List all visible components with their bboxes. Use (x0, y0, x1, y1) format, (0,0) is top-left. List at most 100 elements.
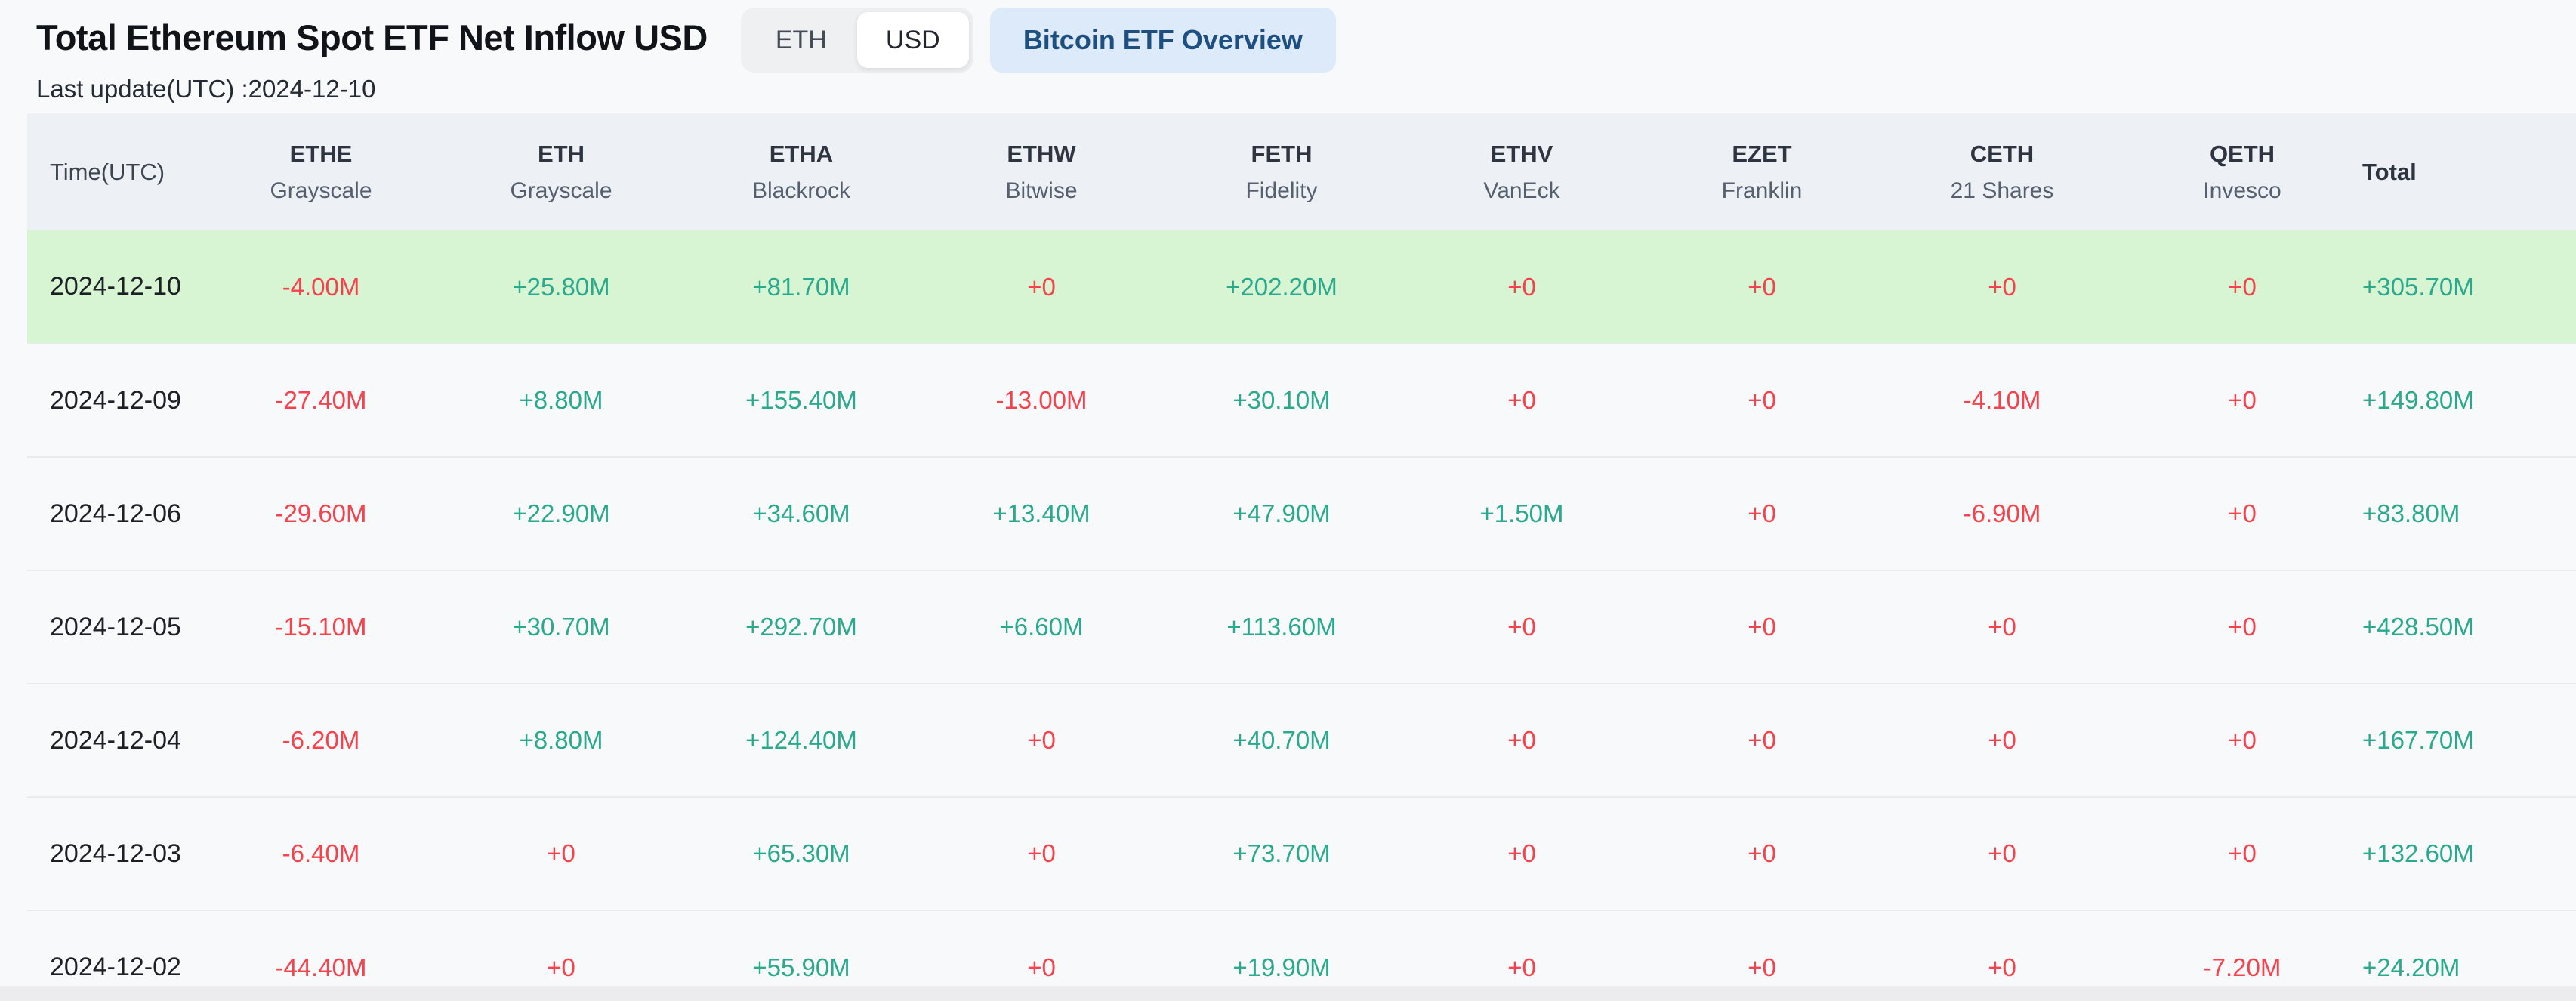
table-row: 2024-12-04 -6.20M +8.80M +124.40M +0 +40.70M +… (27, 684, 2576, 797)
ticker-symbol: ETH (538, 140, 585, 167)
ticker-symbol: ETHA (769, 140, 834, 167)
row-total: +149.80M (2362, 386, 2474, 414)
flow-value: +124.40M (745, 726, 857, 754)
flow-value: +8.80M (519, 726, 603, 754)
ticker-symbol: EZET (1732, 140, 1792, 167)
row-total: +428.50M (2362, 613, 2474, 641)
flow-value: +0 (1507, 613, 1536, 641)
ticker-symbol: ETHW (1007, 140, 1076, 167)
topbar: Total Ethereum Spot ETF Net Inflow USD E… (0, 0, 2576, 73)
issuer-name: Grayscale (270, 178, 372, 203)
flow-value: +0 (1748, 272, 1776, 301)
flow-value: +0 (2228, 272, 2257, 301)
flow-value: +19.90M (1232, 953, 1331, 981)
flow-value: +113.60M (1226, 613, 1337, 641)
table-row: 2024-12-10 -4.00M +25.80M +81.70M +0 +202.20M… (27, 230, 2576, 344)
toggle-option-usd[interactable]: USD (856, 12, 969, 68)
col-header-qeth: QETH Invesco (2122, 113, 2362, 230)
flow-value: +55.90M (752, 953, 850, 981)
table-row: 2024-12-02 -44.40M +0 +55.90M +0 +19.90M +0 +0 +… (27, 910, 2576, 1001)
flow-value: +0 (1507, 386, 1536, 414)
row-date: 2024-12-10 (50, 272, 181, 301)
col-header-ethw: ETHW Bitwise (921, 113, 1162, 230)
table-row: 2024-12-09 -27.40M +8.80M +155.40M -13.00M +3… (27, 344, 2576, 457)
ticker-symbol: ETHE (289, 140, 353, 167)
toggle-option-eth[interactable]: ETH (745, 12, 857, 68)
flow-value: +0 (1027, 953, 1056, 981)
ticker-symbol: FETH (1251, 140, 1313, 167)
flow-value: +0 (1507, 953, 1536, 981)
flow-value: -7.20M (2203, 953, 2281, 981)
col-header-total: Total (2362, 158, 2417, 185)
flow-value: +40.70M (1232, 726, 1331, 754)
flow-value: +1.50M (1479, 499, 1564, 527)
row-date: 2024-12-02 (50, 953, 181, 981)
flow-value: +0 (1507, 726, 1536, 754)
ticker-symbol: ETHV (1490, 140, 1553, 167)
flow-value: +6.60M (999, 613, 1084, 641)
flow-value: +0 (1988, 953, 2016, 981)
flow-value: +0 (1507, 272, 1536, 301)
flow-value: +0 (1988, 726, 2016, 754)
table-row: 2024-12-05 -15.10M +30.70M +292.70M +6.60M +1… (27, 570, 2576, 684)
flow-value: -15.10M (275, 613, 367, 641)
flow-value: +0 (2228, 613, 2257, 641)
flow-value: +13.40M (992, 499, 1091, 527)
flow-value: +0 (1748, 386, 1776, 414)
flow-value: +0 (2228, 726, 2257, 754)
last-update-text: Last update(UTC) :2024-12-10 (36, 75, 376, 103)
flow-value: +0 (2228, 839, 2257, 867)
bitcoin-etf-overview-button[interactable]: Bitcoin ETF Overview (989, 8, 1336, 73)
row-total: +24.20M (2362, 953, 2460, 981)
flow-value: -4.00M (282, 272, 360, 301)
flow-value: -27.40M (275, 386, 367, 414)
row-total: +305.70M (2362, 272, 2474, 301)
table-row: 2024-12-03 -6.40M +0 +65.30M +0 +73.70M +0 +0 +0… (27, 797, 2576, 910)
col-header-eth: ETH Grayscale (441, 113, 681, 230)
table-row: 2024-12-06 -29.60M +22.90M +34.60M +13.40M +4… (27, 457, 2576, 570)
ticker-symbol: QETH (2209, 140, 2275, 167)
flow-value: +30.10M (1232, 386, 1331, 414)
row-date: 2024-12-05 (50, 612, 181, 641)
flow-value: +0 (1027, 726, 1056, 754)
flow-value: +81.70M (752, 272, 850, 301)
row-date: 2024-12-04 (50, 725, 181, 755)
row-total: +83.80M (2362, 499, 2460, 527)
flow-value: +0 (1988, 613, 2016, 641)
etf-table-container: Time(UTC) ETHE Grayscale ETH Grayscale ETHA B… (27, 113, 2576, 1001)
issuer-name: Fidelity (1245, 178, 1318, 203)
col-header-ethv: ETHV VanEck (1402, 113, 1642, 230)
issuer-name: Blackrock (751, 178, 851, 203)
etf-inflow-table: Time(UTC) ETHE Grayscale ETH Grayscale ETHA B… (27, 113, 2576, 1001)
flow-value: +202.20M (1226, 272, 1337, 301)
horizontal-scrollbar[interactable] (0, 986, 2576, 1001)
col-header-time: Time(UTC) (50, 158, 165, 185)
flow-value: +0 (1027, 272, 1056, 301)
flow-value: -29.60M (275, 499, 367, 527)
flow-value: +0 (1988, 839, 2016, 867)
issuer-name: Franklin (1721, 178, 1803, 203)
flow-value: -6.20M (282, 726, 360, 754)
flow-value: +0 (1748, 953, 1776, 981)
flow-value: +0 (1748, 613, 1776, 641)
currency-toggle: ETH USD (740, 8, 973, 73)
flow-value: +0 (1748, 726, 1776, 754)
col-header-ezet: EZET Franklin (1642, 113, 1882, 230)
flow-value: +0 (547, 839, 575, 867)
flow-value: +0 (547, 953, 575, 981)
issuer-name: VanEck (1483, 178, 1560, 203)
flow-value: +155.40M (745, 386, 857, 414)
flow-value: +22.90M (512, 499, 610, 527)
flow-value: -13.00M (995, 386, 1087, 414)
flow-value: +0 (1988, 272, 2016, 301)
flow-value: +0 (1507, 839, 1536, 867)
flow-value: -4.10M (1963, 386, 2041, 414)
row-date: 2024-12-09 (50, 385, 181, 415)
row-total: +167.70M (2362, 726, 2474, 754)
issuer-name: 21 Shares (1950, 178, 2054, 203)
flow-value: +34.60M (752, 499, 850, 527)
flow-value: +73.70M (1232, 839, 1331, 867)
issuer-name: Bitwise (1005, 178, 1078, 203)
flow-value: +0 (2228, 499, 2257, 527)
col-header-etha: ETHA Blackrock (681, 113, 921, 230)
